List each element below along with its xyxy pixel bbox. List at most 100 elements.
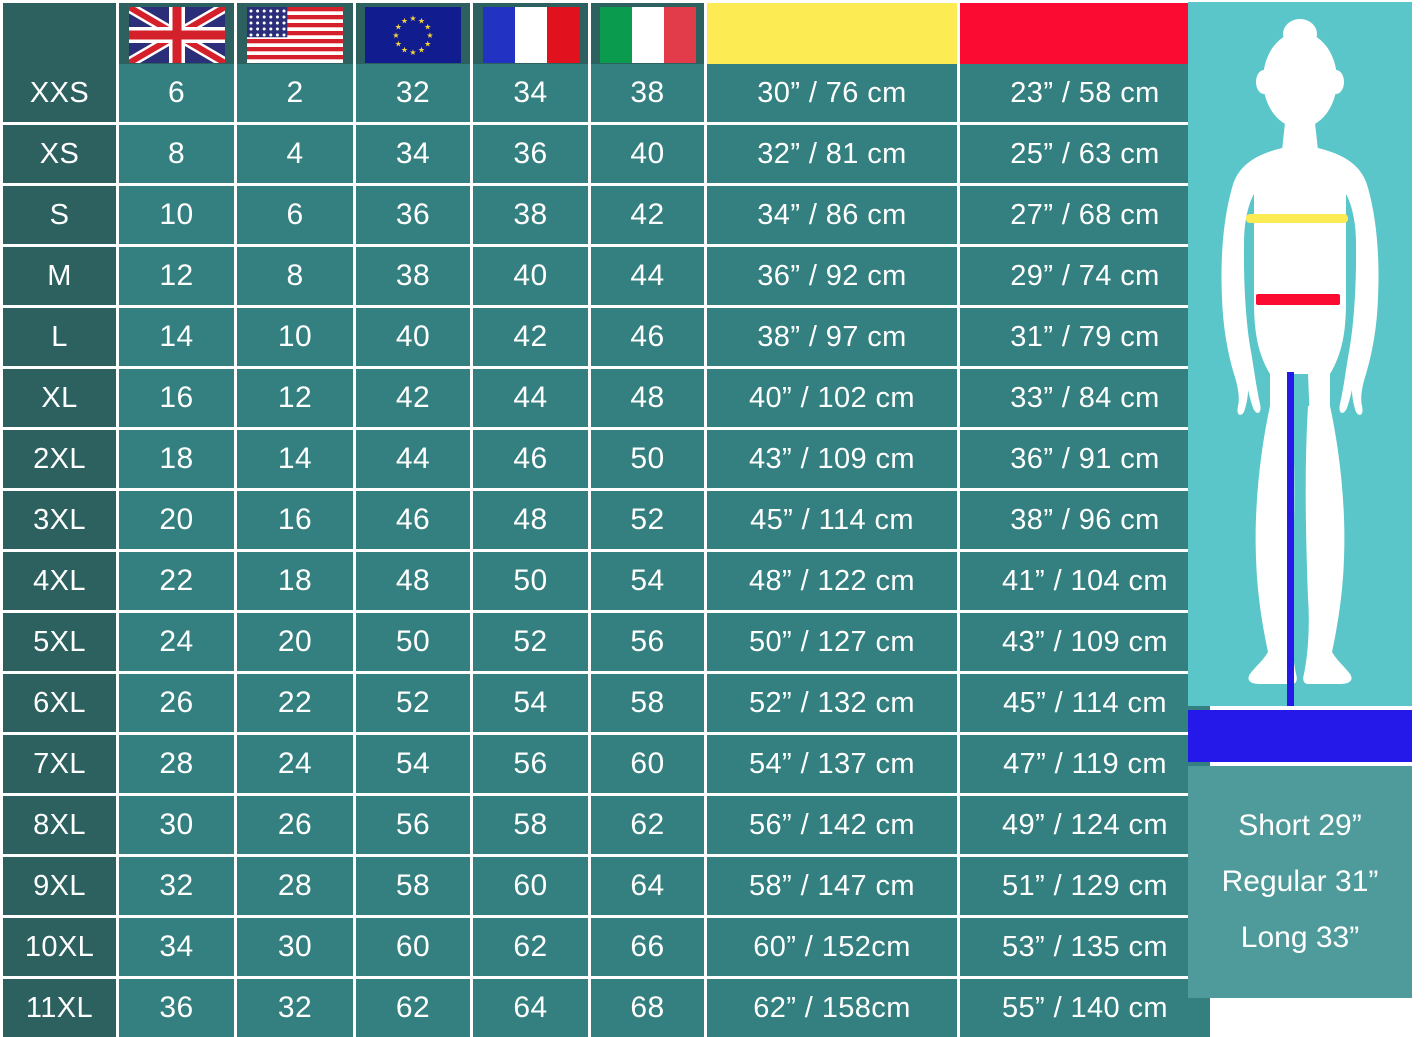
svg-text:★: ★ — [424, 23, 431, 32]
table-cell-us: 4 — [237, 125, 353, 183]
table-cell-it: 56 — [591, 613, 704, 671]
table-cell-waist: 49” / 124 cm — [960, 796, 1210, 854]
table-cell-it: 54 — [591, 552, 704, 610]
table-cell-fr: 52 — [473, 613, 588, 671]
table-cell-waist: 53” / 135 cm — [960, 918, 1210, 976]
svg-text:★: ★ — [426, 31, 433, 40]
table-cell-eu: 60 — [356, 918, 470, 976]
table-cell-fr: 64 — [473, 979, 588, 1037]
table-cell-us: 6 — [237, 186, 353, 244]
header-us-flag-cell — [237, 3, 353, 67]
table-cell-uk: 30 — [119, 796, 234, 854]
size-table-grid: ★ ★ ★ ★ ★ ★ ★ ★ ★ ★ ★ ★ XXS 6 2 32 34 38 30” / 76 cm 23” /… — [3, 3, 1210, 1037]
table-cell-bust: 40” / 102 cm — [707, 369, 957, 427]
header-it-flag-cell — [591, 3, 704, 67]
table-row-size-label: 2XL — [3, 430, 116, 488]
table-row-size-label: 3XL — [3, 491, 116, 549]
table-cell-waist: 55” / 140 cm — [960, 979, 1210, 1037]
table-cell-it: 62 — [591, 796, 704, 854]
table-cell-fr: 42 — [473, 308, 588, 366]
red-waist-block — [960, 3, 1210, 67]
table-cell-it: 64 — [591, 857, 704, 915]
table-cell-waist: 45” / 114 cm — [960, 674, 1210, 732]
table-cell-uk: 6 — [119, 64, 234, 122]
table-row-size-label: 4XL — [3, 552, 116, 610]
uk-flag-icon — [128, 7, 225, 63]
table-cell-waist: 38” / 96 cm — [960, 491, 1210, 549]
table-cell-bust: 38” / 97 cm — [707, 308, 957, 366]
table-cell-eu: 36 — [356, 186, 470, 244]
table-cell-uk: 10 — [119, 186, 234, 244]
table-row-size-label: XL — [3, 369, 116, 427]
table-cell-us: 12 — [237, 369, 353, 427]
table-cell-uk: 22 — [119, 552, 234, 610]
table-cell-waist: 36” / 91 cm — [960, 430, 1210, 488]
table-cell-uk: 8 — [119, 125, 234, 183]
table-cell-waist: 23” / 58 cm — [960, 64, 1210, 122]
svg-text:★: ★ — [395, 40, 402, 49]
table-cell-fr: 38 — [473, 186, 588, 244]
table-cell-waist: 43” / 109 cm — [960, 613, 1210, 671]
table-cell-us: 2 — [237, 64, 353, 122]
inseam-color-key-block — [1188, 710, 1412, 762]
svg-text:★: ★ — [409, 48, 416, 57]
table-row-size-label: M — [3, 247, 116, 305]
red-waist-measure-line — [1256, 294, 1340, 305]
table-cell-fr: 34 — [473, 64, 588, 122]
table-cell-eu: 50 — [356, 613, 470, 671]
table-cell-fr: 56 — [473, 735, 588, 793]
table-cell-uk: 36 — [119, 979, 234, 1037]
table-cell-waist: 33” / 84 cm — [960, 369, 1210, 427]
table-cell-bust: 52” / 132 cm — [707, 674, 957, 732]
table-cell-us: 30 — [237, 918, 353, 976]
italy-flag-icon — [599, 7, 696, 63]
table-cell-eu: 52 — [356, 674, 470, 732]
svg-text:★: ★ — [401, 16, 408, 25]
table-cell-waist: 27” / 68 cm — [960, 186, 1210, 244]
table-cell-us: 26 — [237, 796, 353, 854]
inseam-legend-item: Regular 31” — [1221, 865, 1379, 898]
inseam-legend-item: Short 29” — [1238, 809, 1362, 842]
table-cell-bust: 58” / 147 cm — [707, 857, 957, 915]
table-cell-fr: 36 — [473, 125, 588, 183]
table-row-size-label: XXS — [3, 64, 116, 122]
table-cell-it: 60 — [591, 735, 704, 793]
table-cell-it: 44 — [591, 247, 704, 305]
table-cell-uk: 26 — [119, 674, 234, 732]
eu-flag-icon: ★ ★★★★★★★★★★★ — [365, 7, 461, 63]
table-cell-uk: 34 — [119, 918, 234, 976]
table-cell-fr: 48 — [473, 491, 588, 549]
table-cell-eu: 34 — [356, 125, 470, 183]
table-cell-uk: 16 — [119, 369, 234, 427]
table-row-size-label: 10XL — [3, 918, 116, 976]
table-cell-waist: 29” / 74 cm — [960, 247, 1210, 305]
size-chart-table: ★ ★ ★ ★ ★ ★ ★ ★ ★ ★ ★ ★ XXS 6 2 32 34 38 30” / 76 cm 23” /… — [3, 3, 1210, 1037]
table-cell-eu: 54 — [356, 735, 470, 793]
table-cell-us: 28 — [237, 857, 353, 915]
table-row-size-label: 11XL — [3, 979, 116, 1037]
table-cell-fr: 46 — [473, 430, 588, 488]
svg-text:★: ★ — [424, 40, 431, 49]
header-eu-flag-cell: ★ ★ ★ ★ ★ ★ ★ ★ ★ ★ ★ ★ — [356, 3, 470, 67]
table-row-size-label: 5XL — [3, 613, 116, 671]
table-cell-waist: 25” / 63 cm — [960, 125, 1210, 183]
table-cell-waist: 31” / 79 cm — [960, 308, 1210, 366]
table-cell-it: 42 — [591, 186, 704, 244]
table-cell-it: 40 — [591, 125, 704, 183]
table-cell-uk: 28 — [119, 735, 234, 793]
table-cell-waist: 51” / 129 cm — [960, 857, 1210, 915]
svg-text:★: ★ — [392, 31, 399, 40]
table-cell-bust: 60” / 152cm — [707, 918, 957, 976]
yellow-bust-measure-line — [1246, 214, 1348, 223]
table-row-size-label: XS — [3, 125, 116, 183]
table-row-size-label: S — [3, 186, 116, 244]
table-cell-it: 46 — [591, 308, 704, 366]
table-cell-bust: 54” / 137 cm — [707, 735, 957, 793]
svg-text:★: ★ — [401, 46, 408, 55]
body-figure-panel — [1188, 2, 1412, 706]
table-cell-fr: 44 — [473, 369, 588, 427]
france-flag-icon — [482, 7, 579, 63]
table-cell-us: 20 — [237, 613, 353, 671]
table-row-size-label: 9XL — [3, 857, 116, 915]
table-cell-bust: 50” / 127 cm — [707, 613, 957, 671]
